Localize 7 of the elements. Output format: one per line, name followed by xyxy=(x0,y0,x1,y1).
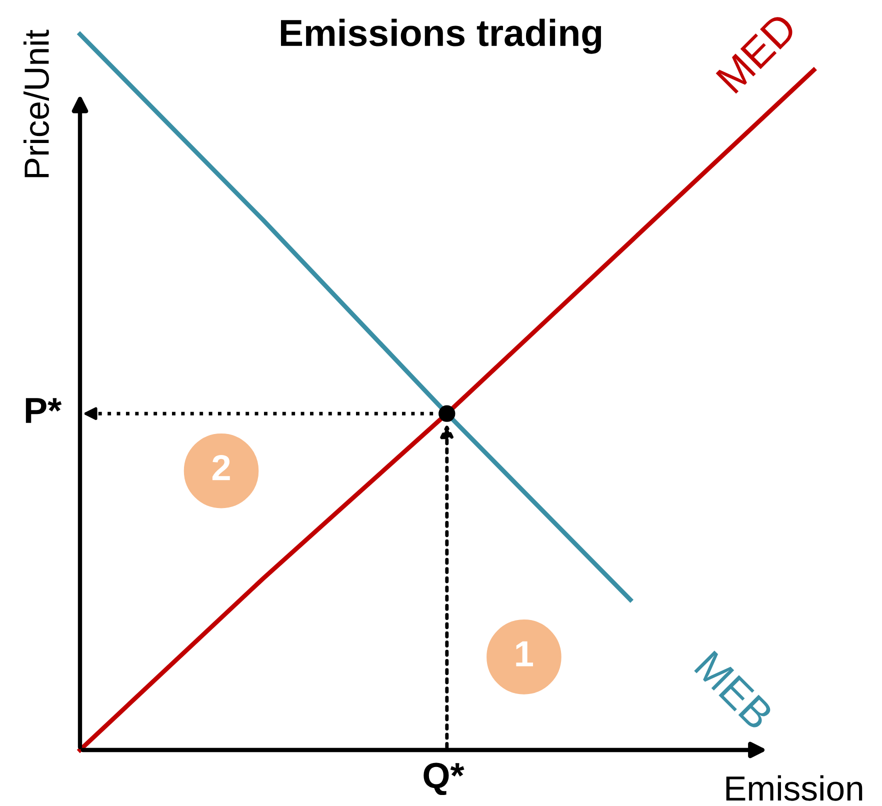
chart-title: Emissions trading xyxy=(280,18,602,54)
annotation: 1 xyxy=(516,641,533,666)
ref-line-label: P* xyxy=(26,398,62,423)
x-axis-title: Emission xyxy=(726,775,862,801)
annotation: 2 xyxy=(212,454,230,480)
y-axis-title: Price/Unit xyxy=(24,30,50,178)
text: Q* xyxy=(424,762,464,796)
